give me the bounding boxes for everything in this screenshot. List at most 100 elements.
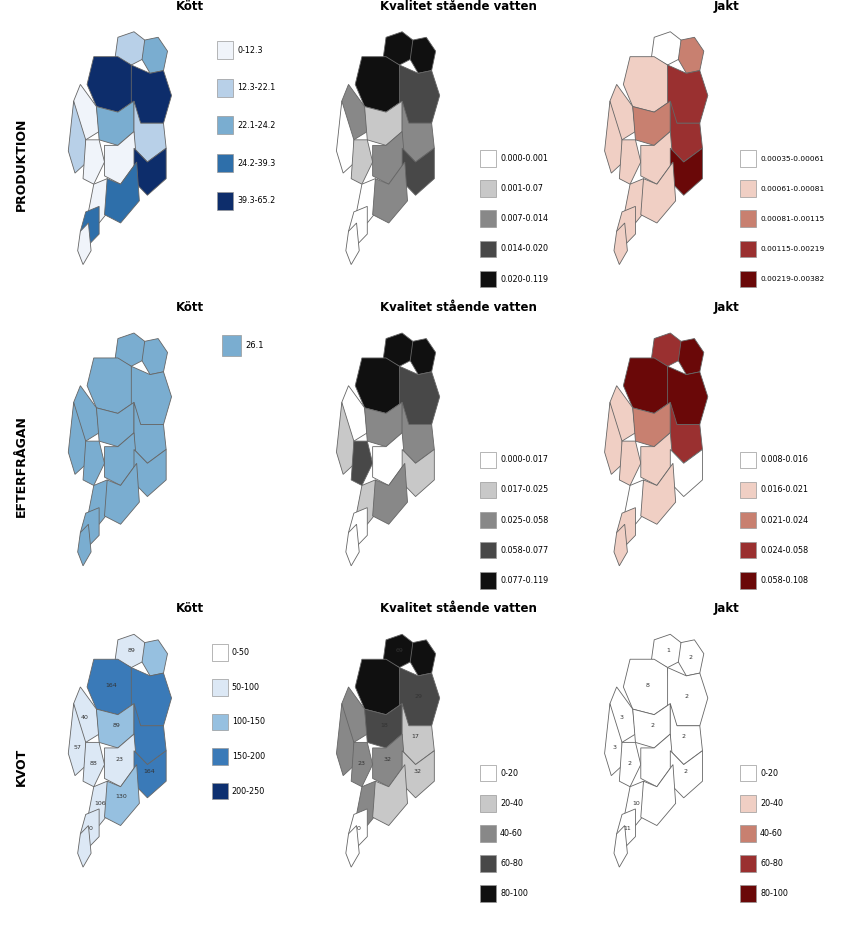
- Polygon shape: [410, 338, 436, 375]
- Polygon shape: [402, 148, 434, 196]
- Polygon shape: [625, 480, 649, 525]
- Polygon shape: [342, 687, 368, 743]
- Polygon shape: [410, 640, 436, 676]
- Text: 0.00035-0.00061: 0.00035-0.00061: [760, 156, 824, 161]
- Polygon shape: [670, 751, 702, 798]
- Text: 39.3-65.2: 39.3-65.2: [237, 197, 275, 205]
- Title: Kvalitet stående vatten: Kvalitet stående vatten: [380, 603, 537, 616]
- Text: 60-80: 60-80: [500, 859, 522, 868]
- Text: 17: 17: [412, 734, 420, 740]
- Polygon shape: [605, 402, 624, 475]
- Polygon shape: [83, 743, 105, 787]
- Polygon shape: [651, 634, 683, 667]
- Text: 0: 0: [88, 826, 93, 831]
- Polygon shape: [88, 179, 112, 223]
- Polygon shape: [617, 508, 636, 546]
- Polygon shape: [402, 704, 434, 765]
- Polygon shape: [610, 386, 636, 441]
- Text: 23: 23: [116, 757, 124, 762]
- Text: 89: 89: [128, 648, 136, 653]
- Bar: [480, 765, 496, 781]
- Text: 0.007-0.014: 0.007-0.014: [500, 214, 548, 223]
- Text: 0.00081-0.00115: 0.00081-0.00115: [760, 216, 824, 222]
- Text: 0.077-0.119: 0.077-0.119: [500, 576, 548, 585]
- Polygon shape: [400, 65, 439, 123]
- Bar: [480, 150, 496, 167]
- Bar: [480, 885, 496, 902]
- Text: 40: 40: [81, 715, 89, 720]
- Bar: [212, 644, 227, 661]
- Polygon shape: [605, 101, 624, 173]
- Polygon shape: [641, 464, 676, 525]
- Bar: [217, 79, 234, 96]
- Text: 106: 106: [94, 801, 106, 806]
- Polygon shape: [641, 433, 673, 486]
- Polygon shape: [373, 162, 407, 223]
- Polygon shape: [356, 57, 402, 112]
- Title: Kött: Kött: [176, 0, 204, 13]
- Text: 20-40: 20-40: [500, 799, 523, 807]
- Text: PRODUKTION: PRODUKTION: [15, 118, 28, 211]
- Text: 2: 2: [684, 694, 689, 699]
- Polygon shape: [641, 765, 676, 826]
- Bar: [222, 335, 241, 356]
- Polygon shape: [349, 809, 368, 847]
- Polygon shape: [80, 508, 99, 546]
- Bar: [480, 210, 496, 227]
- Bar: [480, 856, 496, 871]
- Title: Jakt: Jakt: [714, 301, 740, 314]
- Text: 80-100: 80-100: [500, 889, 528, 898]
- Text: 0-50: 0-50: [232, 648, 250, 657]
- Polygon shape: [670, 101, 702, 162]
- Text: 2: 2: [683, 769, 688, 774]
- Bar: [740, 512, 756, 528]
- Text: 40-60: 40-60: [500, 829, 522, 838]
- Bar: [217, 192, 234, 210]
- Bar: [740, 181, 756, 197]
- Polygon shape: [134, 450, 166, 497]
- Polygon shape: [633, 402, 670, 447]
- Polygon shape: [670, 450, 702, 497]
- Polygon shape: [670, 402, 702, 464]
- Bar: [217, 41, 234, 59]
- Bar: [480, 271, 496, 287]
- Polygon shape: [105, 132, 137, 184]
- Polygon shape: [78, 525, 91, 565]
- Text: 100-150: 100-150: [232, 717, 265, 727]
- Polygon shape: [619, 743, 641, 787]
- Bar: [480, 482, 496, 498]
- Bar: [740, 451, 756, 468]
- Polygon shape: [614, 525, 627, 565]
- Polygon shape: [74, 687, 99, 743]
- Text: EFTERFRÅGAN: EFTERFRÅGAN: [15, 415, 28, 516]
- Polygon shape: [134, 402, 166, 464]
- Polygon shape: [356, 179, 381, 223]
- Polygon shape: [346, 525, 359, 565]
- Title: Kött: Kött: [176, 301, 204, 314]
- Text: 50-100: 50-100: [232, 683, 260, 692]
- Polygon shape: [383, 32, 415, 65]
- Polygon shape: [351, 140, 373, 184]
- Text: 11: 11: [623, 826, 631, 831]
- Polygon shape: [342, 386, 368, 441]
- Polygon shape: [134, 148, 166, 196]
- Text: 0.000-0.001: 0.000-0.001: [500, 154, 548, 163]
- Polygon shape: [356, 781, 381, 826]
- Polygon shape: [668, 667, 708, 726]
- Polygon shape: [105, 464, 139, 525]
- Text: 22.1-24.2: 22.1-24.2: [237, 121, 276, 130]
- Text: 0.008-0.016: 0.008-0.016: [760, 455, 808, 464]
- Text: 0.017-0.025: 0.017-0.025: [500, 486, 548, 494]
- Title: Kvalitet stående vatten: Kvalitet stående vatten: [380, 301, 537, 314]
- Text: 164: 164: [144, 769, 155, 774]
- Polygon shape: [356, 659, 402, 715]
- Text: 0-12.3: 0-12.3: [237, 45, 263, 55]
- Polygon shape: [651, 333, 683, 366]
- Polygon shape: [342, 84, 368, 140]
- Polygon shape: [402, 450, 434, 497]
- Text: 0.00115-0.00219: 0.00115-0.00219: [760, 246, 824, 252]
- Polygon shape: [624, 57, 670, 112]
- Polygon shape: [400, 667, 439, 726]
- Polygon shape: [78, 223, 91, 264]
- Text: 164: 164: [106, 683, 117, 688]
